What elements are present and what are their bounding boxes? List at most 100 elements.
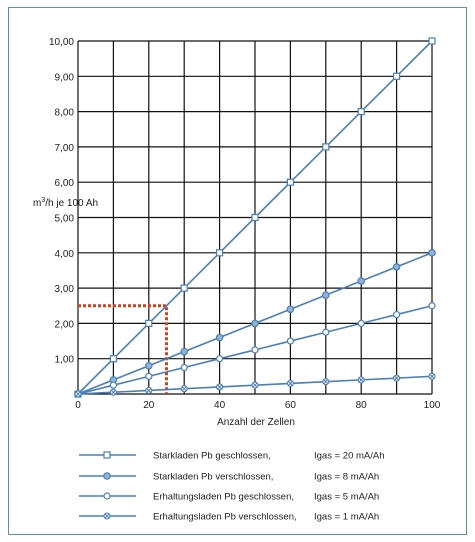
open-circle-marker xyxy=(428,302,436,310)
data-point xyxy=(74,390,82,398)
data-point xyxy=(322,143,330,151)
open-circle-marker xyxy=(393,310,401,319)
legend-item: Erhaltungsladen Pb verschlossen, Igas = 1… xyxy=(79,512,379,523)
chart-frame xyxy=(8,7,467,535)
data-point xyxy=(180,363,188,372)
data-point xyxy=(321,291,330,299)
data-point xyxy=(145,319,153,327)
legend-gas-value: Igas = 20 mA/Ah xyxy=(314,451,385,462)
data-point xyxy=(428,249,436,257)
legend-label: Starkladen Pb verschlossen, xyxy=(153,472,273,483)
y-tick-label: 9,00 xyxy=(55,72,75,83)
open-circle-marker xyxy=(251,346,259,354)
x-mark xyxy=(181,386,187,392)
data-point xyxy=(215,333,224,342)
series-1 xyxy=(74,37,436,398)
data-point xyxy=(286,337,294,345)
data-point xyxy=(145,386,153,395)
data-point xyxy=(392,263,401,271)
data-point xyxy=(216,355,224,363)
data-point xyxy=(251,319,259,328)
annotation-guide xyxy=(78,304,168,394)
y-axis-label: m3/h je 100 Ah xyxy=(33,197,98,209)
filled-circle-marker xyxy=(357,277,366,285)
data-point xyxy=(145,361,153,370)
square-marker xyxy=(180,284,188,292)
data-point xyxy=(357,376,365,384)
y-tick-labels: 1,00 2,00 3,00 4,00 5,00 6,00 7,00 8,00 9,00 10,0… xyxy=(49,37,75,366)
square-marker xyxy=(357,107,365,116)
legend-item: Starkladen Pb verschlossen, Igas = 8 mA/A… xyxy=(79,472,379,483)
x-axis-label: Anzahl der Zellen xyxy=(217,417,295,428)
series-lines xyxy=(74,37,436,398)
data-point xyxy=(216,249,224,257)
data-point xyxy=(109,355,118,363)
data-point xyxy=(428,37,436,45)
filled-circle-marker xyxy=(145,361,153,370)
legend-gas-value: Igas = 1 mA/Ah xyxy=(314,512,379,523)
legend-gas-value: Igas = 5 mA/Ah xyxy=(314,492,379,503)
square-marker xyxy=(428,37,436,45)
legend-item: Erhaltungsladen Pb geschlossen, Igas = 5 … xyxy=(79,492,379,503)
square-marker xyxy=(109,355,118,363)
x-tick-label: 80 xyxy=(356,400,368,411)
square-marker xyxy=(103,451,111,459)
y-tick-label: 7,00 xyxy=(55,143,75,154)
open-circle-marker xyxy=(145,372,153,380)
open-circle-marker xyxy=(109,381,118,389)
open-circle-marker xyxy=(322,328,330,336)
x-mark xyxy=(429,373,435,379)
data-point xyxy=(109,381,118,389)
data-point xyxy=(357,107,365,116)
filled-circle-marker xyxy=(286,305,295,314)
x-tick-label: 20 xyxy=(143,400,155,411)
open-circle-marker xyxy=(180,363,188,372)
square-marker xyxy=(322,143,330,151)
x-tick-label: 100 xyxy=(424,400,441,411)
data-point xyxy=(393,374,401,382)
x-mark xyxy=(111,389,116,395)
x-mark xyxy=(146,388,152,393)
filled-circle-marker xyxy=(321,291,330,299)
data-point xyxy=(286,178,294,186)
legend-label: Starkladen Pb geschlossen, xyxy=(153,451,271,462)
x-mark xyxy=(217,384,222,390)
x-mark xyxy=(394,375,399,381)
data-point xyxy=(322,328,330,336)
legend-label: Erhaltungsladen Pb verschlossen, xyxy=(153,512,297,523)
data-point xyxy=(109,388,117,396)
data-point xyxy=(357,277,366,285)
data-point xyxy=(251,381,259,389)
legend: Starkladen Pb geschlossen, Igas = 20 mA/A… xyxy=(79,451,385,523)
x-mark xyxy=(288,381,293,386)
x-tick-label: 0 xyxy=(75,400,81,411)
data-point xyxy=(103,492,111,500)
square-marker xyxy=(145,319,153,327)
data-point xyxy=(393,72,401,80)
y-tick-label: 5,00 xyxy=(55,214,75,225)
data-point xyxy=(286,379,294,387)
series-2 xyxy=(74,249,436,398)
x-mark xyxy=(104,513,110,519)
filled-circle-marker xyxy=(215,333,224,342)
filled-circle-marker xyxy=(392,263,401,271)
data-point xyxy=(393,310,401,319)
x-mark xyxy=(323,379,329,384)
series-4 xyxy=(74,372,436,398)
y-tick-label: 3,00 xyxy=(55,284,75,295)
x-mark xyxy=(252,382,258,388)
grid xyxy=(77,40,433,395)
data-point xyxy=(145,372,153,380)
data-point xyxy=(357,319,365,327)
square-marker xyxy=(393,72,401,80)
y-tick-label: 2,00 xyxy=(55,319,75,330)
data-point xyxy=(180,347,189,356)
data-point xyxy=(103,451,111,459)
data-point xyxy=(286,305,295,314)
y-tick-label: 6,00 xyxy=(55,178,75,189)
data-point xyxy=(180,385,188,393)
x-tick-labels: 0 20 40 60 80 100 xyxy=(75,400,441,411)
legend-gas-value: Igas = 8 mA/Ah xyxy=(314,472,379,483)
y-tick-label: 4,00 xyxy=(55,249,75,260)
